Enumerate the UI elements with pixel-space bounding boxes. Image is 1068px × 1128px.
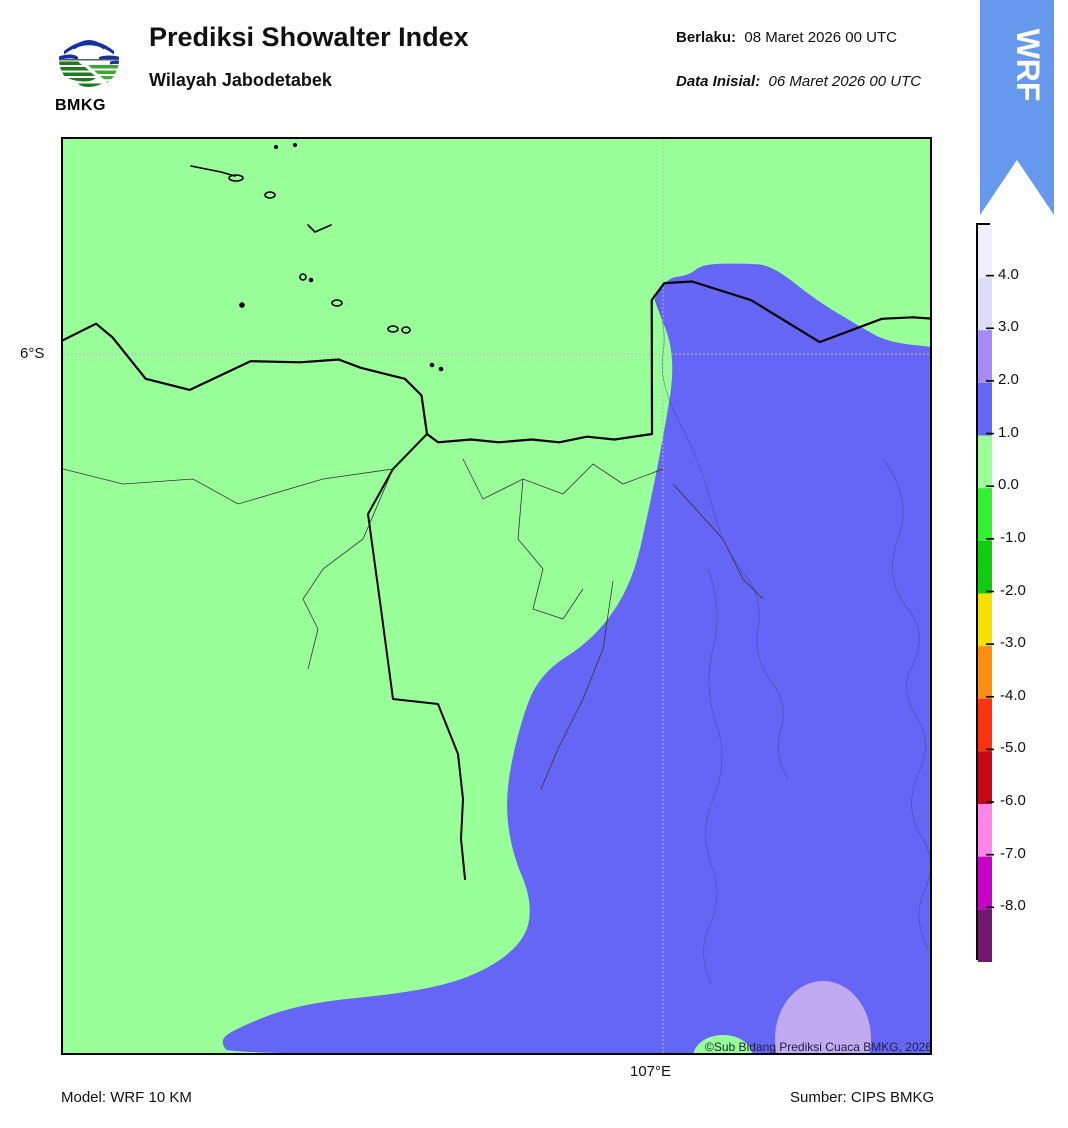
svg-text:©Sub Bidang Prediksi Cuaca BMK: ©Sub Bidang Prediksi Cuaca BMKG, 2026 bbox=[705, 1040, 932, 1054]
svg-text:WRF: WRF bbox=[1010, 29, 1046, 102]
